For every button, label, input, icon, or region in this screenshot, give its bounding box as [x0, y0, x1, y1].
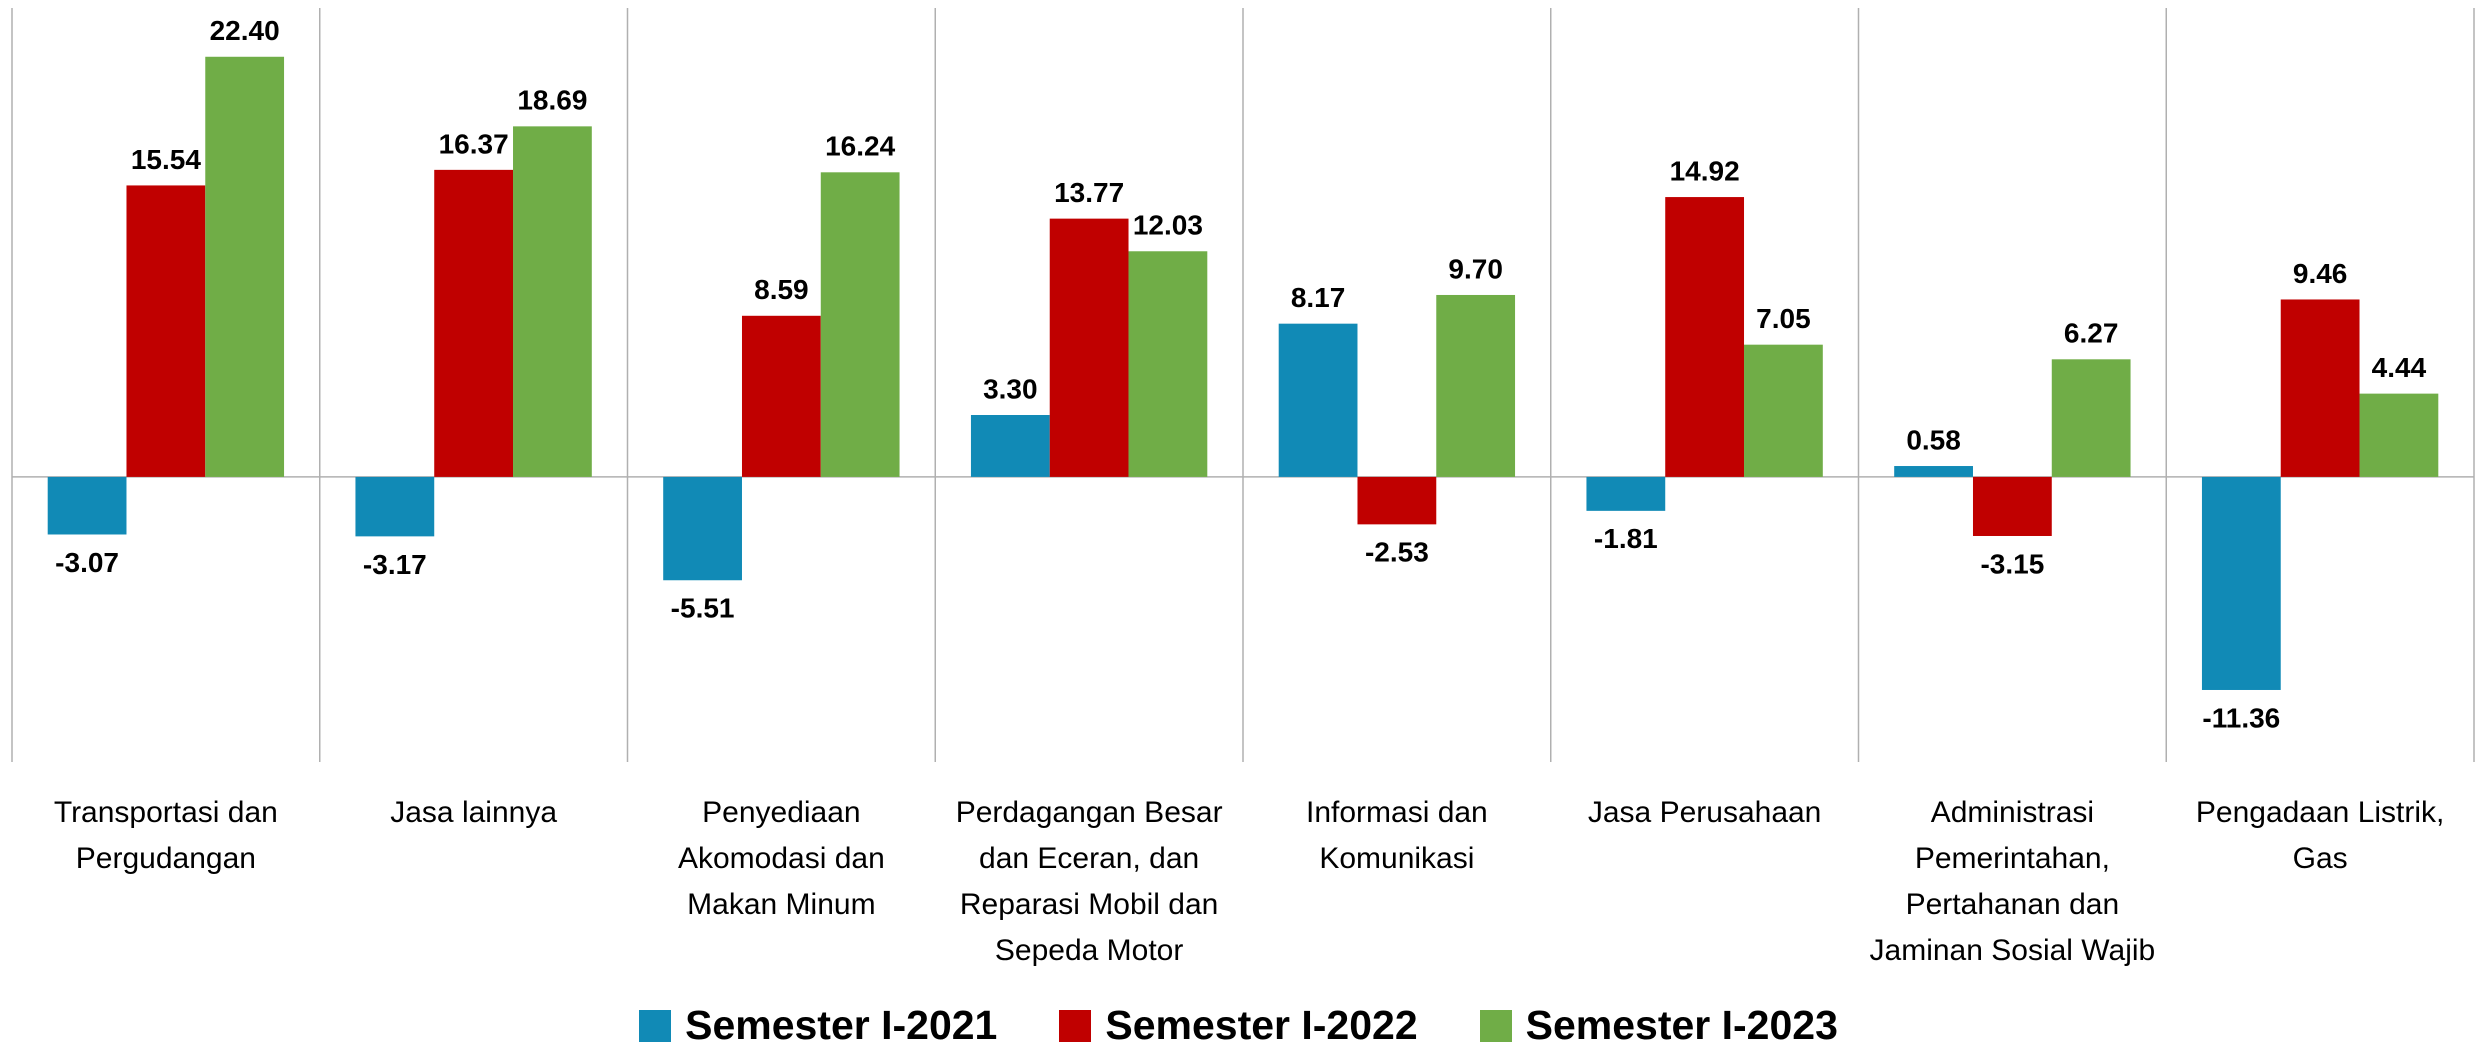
x-tick-label: Jasa Perusahaan — [1587, 796, 1822, 829]
value-label: -3.15 — [1980, 548, 2044, 579]
x-tick-label: Pengadaan Listrik, Gas — [2195, 796, 2445, 875]
value-label: 15.54 — [131, 144, 201, 175]
value-label: 14.92 — [1670, 155, 1740, 186]
bar — [1357, 476, 1437, 525]
value-label: 0.58 — [1906, 424, 1961, 455]
bar — [970, 415, 1050, 477]
bar — [205, 56, 285, 477]
legend-swatch — [1479, 1009, 1512, 1042]
bar — [355, 476, 435, 537]
value-label: -1.81 — [1594, 523, 1658, 554]
bar — [1744, 344, 1823, 477]
bar — [2359, 393, 2439, 477]
legend-label: Semester I-2021 — [685, 1002, 998, 1048]
x-tick-label: Perdagangan Besar dan Eceran, dan Repara… — [955, 796, 1223, 967]
bar — [513, 126, 592, 477]
bar — [1278, 323, 1358, 477]
bar — [126, 185, 206, 477]
bar — [1894, 466, 1973, 477]
legend-label: Semester I-2023 — [1525, 1002, 1838, 1048]
bar — [1586, 476, 1666, 511]
chart: -3.07 15.54 22.40 -3.17 16.37 18.69 -5.51 8.59 1… — [11, 8, 2475, 762]
bar — [1436, 294, 1516, 477]
value-label: 18.69 — [517, 85, 587, 116]
bar — [663, 476, 742, 581]
value-label: 8.17 — [1291, 282, 1346, 313]
bar — [1128, 251, 1208, 477]
legend: Semester I-2021 Semester I-2022 Semester I… — [0, 1002, 2477, 1049]
value-label: 12.03 — [1133, 210, 1203, 241]
x-tick-label: Penyediaan Akomodasi dan Makan Minum — [677, 796, 885, 921]
legend-item: Semester I-2022 — [1059, 1002, 1418, 1049]
bar — [820, 172, 900, 477]
legend-label: Semester I-2022 — [1105, 1002, 1418, 1048]
legend-item: Semester I-2023 — [1479, 1002, 1838, 1049]
value-label: -11.36 — [2202, 702, 2280, 733]
value-label: 8.59 — [754, 274, 809, 305]
bar — [434, 169, 514, 477]
legend-item: Semester I-2021 — [639, 1002, 997, 1049]
value-label: 16.37 — [439, 128, 509, 159]
x-tick-label: Informasi dan Komunikasi — [1305, 796, 1488, 875]
value-label: 9.70 — [1448, 253, 1503, 284]
bar — [1049, 218, 1129, 477]
value-label: -3.17 — [363, 549, 427, 580]
value-label: 9.46 — [2293, 258, 2348, 289]
value-label: -3.07 — [55, 547, 119, 578]
bar — [2280, 299, 2360, 477]
legend-swatch — [639, 1009, 672, 1042]
bar — [1665, 197, 1745, 477]
bar — [1972, 476, 2052, 536]
bar — [47, 476, 127, 535]
value-label: 4.44 — [2372, 352, 2427, 383]
bar — [741, 315, 821, 477]
value-label: 22.40 — [210, 15, 280, 46]
value-label: 7.05 — [1756, 303, 1811, 334]
value-label: -5.51 — [671, 593, 735, 624]
value-label: 16.24 — [825, 131, 895, 162]
value-label: -2.53 — [1365, 537, 1429, 568]
value-label: 3.30 — [983, 373, 1038, 404]
value-label: 6.27 — [2064, 318, 2119, 349]
x-tick-label: Administrasi Pemerintahan, Pertahanan da… — [1869, 796, 2156, 967]
bar — [2051, 359, 2131, 477]
value-label: 13.77 — [1054, 177, 1124, 208]
legend-swatch — [1059, 1009, 1092, 1042]
x-tick-label: Transportasi dan Pergudangan — [53, 796, 278, 875]
bar — [2201, 476, 2281, 690]
x-tick-label: Jasa lainnya — [390, 796, 558, 829]
